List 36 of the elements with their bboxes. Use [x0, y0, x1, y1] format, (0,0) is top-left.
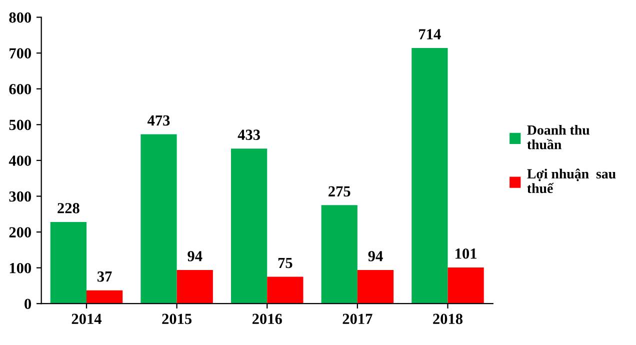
- bar: [140, 134, 177, 304]
- data-label: 75: [278, 258, 292, 268]
- y-tick-label: 800: [9, 12, 32, 23]
- data-label: 228: [58, 203, 80, 214]
- x-tick-label: 2014: [72, 314, 102, 324]
- data-label: 433: [238, 130, 260, 140]
- y-tick-label: 100: [10, 262, 32, 274]
- y-tick-label: 700: [10, 48, 32, 58]
- data-label: 37: [97, 271, 112, 282]
- data-label: 101: [456, 248, 476, 259]
- y-tick-label: 400: [8, 156, 32, 166]
- legend-label: Lợi nhuận sau thuế: [527, 168, 616, 194]
- x-tick-label: 2015: [162, 314, 192, 324]
- bar: [267, 276, 304, 304]
- data-label: 714: [419, 29, 441, 40]
- bar: [86, 290, 123, 304]
- data-label: 275: [328, 186, 350, 197]
- data-label: 94: [188, 251, 202, 262]
- data-label: 94: [368, 251, 383, 262]
- y-tick-label: 300: [9, 191, 32, 202]
- y-tick-label: 600: [9, 84, 32, 94]
- bar: [230, 148, 268, 304]
- y-tick-label: 500: [9, 120, 32, 130]
- bar: [357, 270, 394, 304]
- data-label: 473: [147, 115, 170, 126]
- y-tick-label: 0: [24, 298, 32, 310]
- x-tick-label: 2018: [433, 314, 463, 324]
- bar: [176, 270, 213, 304]
- x-tick-label: 2017: [342, 314, 372, 324]
- bar: [50, 222, 86, 304]
- bar: [448, 267, 484, 304]
- bar: [412, 48, 448, 304]
- x-tick-label: 2016: [252, 314, 282, 324]
- y-tick-label: 200: [9, 227, 32, 238]
- bar: [321, 205, 358, 304]
- legend-label: Doanh thu thuần: [527, 124, 590, 150]
